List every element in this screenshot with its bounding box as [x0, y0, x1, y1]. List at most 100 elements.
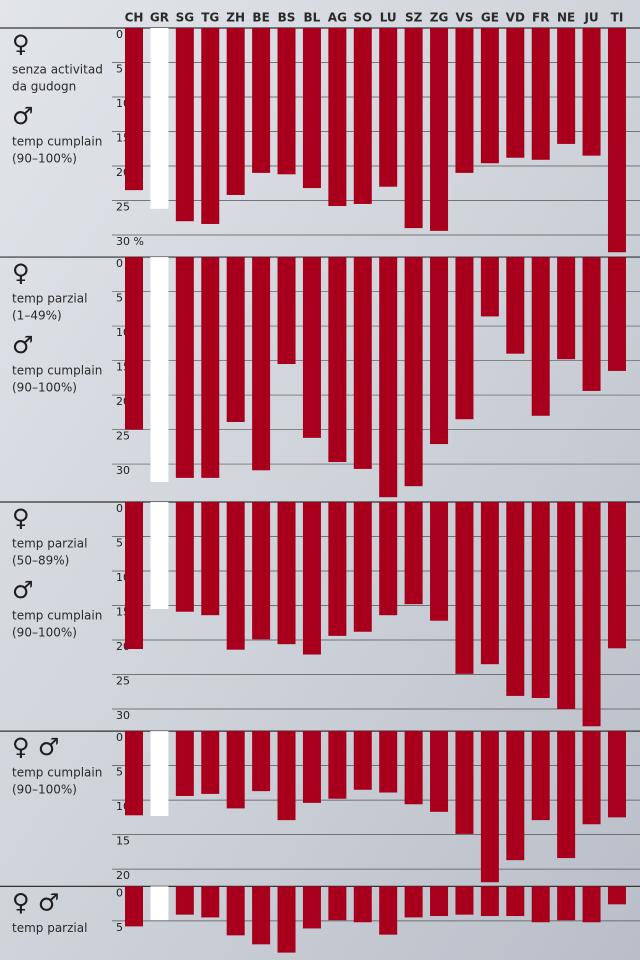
group-label: da gudogn — [12, 80, 76, 94]
bar — [226, 257, 245, 422]
y-tick-label: 20 — [116, 869, 130, 882]
category-label: CH — [125, 11, 144, 25]
bar — [557, 502, 576, 710]
category-label: NE — [557, 11, 575, 25]
bar — [125, 886, 143, 927]
bar — [150, 886, 169, 921]
category-label: LU — [380, 11, 397, 25]
gender-symbol: ♀ — [12, 259, 30, 287]
bar — [226, 886, 245, 936]
bar — [582, 731, 601, 825]
bar — [506, 502, 525, 696]
group-label: temp cumplain — [12, 766, 102, 780]
bar — [607, 886, 626, 905]
bar — [531, 731, 550, 821]
bar — [480, 731, 499, 883]
bar — [150, 502, 169, 609]
bar — [379, 886, 398, 935]
bar — [480, 28, 499, 164]
bar — [328, 28, 347, 207]
category-label: GR — [150, 11, 169, 25]
category-label: TI — [611, 11, 624, 25]
bar — [353, 731, 372, 790]
bar — [302, 731, 321, 803]
group-label: senza activitad — [12, 63, 103, 77]
bar — [404, 257, 423, 487]
bar — [455, 28, 474, 173]
category-label: BE — [252, 11, 269, 25]
bar — [252, 502, 271, 640]
bar — [125, 257, 143, 430]
category-label: SZ — [405, 11, 423, 25]
bar — [201, 886, 220, 918]
bar — [582, 502, 601, 727]
category-label: VD — [506, 11, 525, 25]
y-tick-label: 30 — [116, 464, 130, 477]
bar — [226, 731, 245, 809]
category-label: TG — [201, 11, 219, 25]
group-label: (90–100%) — [12, 783, 77, 797]
y-tick-label: 0 — [116, 731, 123, 744]
bar — [557, 257, 576, 360]
bar — [506, 28, 525, 158]
bar — [430, 731, 449, 812]
category-label: ZH — [226, 11, 245, 25]
gender-symbol: ♂ — [12, 102, 34, 130]
bar — [328, 731, 347, 799]
bar — [277, 28, 296, 175]
bar — [404, 731, 423, 805]
y-tick-label: 5 — [116, 766, 123, 779]
gender-symbol: ♂ — [12, 331, 34, 359]
bar — [353, 886, 372, 923]
y-tick-label: 5 — [116, 292, 123, 305]
bar — [328, 257, 347, 463]
group-label: temp parzial — [12, 537, 87, 551]
bar — [150, 257, 169, 483]
group-label: temp parzial — [12, 292, 87, 306]
bar — [480, 886, 499, 917]
y-tick-label: 0 — [116, 886, 123, 899]
category-label: AG — [328, 11, 347, 25]
category-label: VS — [455, 11, 473, 25]
bar — [201, 731, 220, 794]
bar — [531, 502, 550, 698]
y-tick-label: 25 — [116, 675, 130, 688]
bar — [125, 731, 143, 816]
bar — [607, 28, 626, 253]
gender-symbol: ♀ ♂ — [12, 733, 59, 761]
bar — [201, 257, 220, 478]
bar — [353, 502, 372, 632]
y-tick-label: 30 % — [116, 235, 144, 248]
y-tick-label: 0 — [116, 28, 123, 41]
gender-symbol: ♀ — [12, 504, 30, 532]
bar — [277, 502, 296, 645]
bar — [226, 502, 245, 650]
y-tick-label: 5 — [116, 537, 123, 550]
bar — [379, 28, 398, 187]
bar — [277, 886, 296, 953]
group-label: (90–100%) — [12, 152, 77, 166]
bar — [430, 886, 449, 917]
bar — [353, 28, 372, 204]
y-tick-label: 25 — [116, 430, 130, 443]
category-label: BL — [304, 11, 321, 25]
category-label: BS — [278, 11, 296, 25]
bar — [175, 502, 194, 612]
category-label: JU — [583, 11, 598, 25]
bar — [353, 257, 372, 469]
bar — [506, 257, 525, 354]
category-label: GE — [481, 11, 499, 25]
bar — [531, 28, 550, 160]
bar — [277, 257, 296, 365]
bar — [175, 257, 194, 478]
group-label: (1–49%) — [12, 309, 62, 323]
bar — [404, 28, 423, 229]
bar — [455, 886, 474, 915]
bar — [607, 257, 626, 371]
bar — [252, 886, 271, 945]
bar — [455, 731, 474, 834]
bar — [201, 28, 220, 224]
bar — [531, 257, 550, 416]
group-label: (90–100%) — [12, 626, 77, 640]
